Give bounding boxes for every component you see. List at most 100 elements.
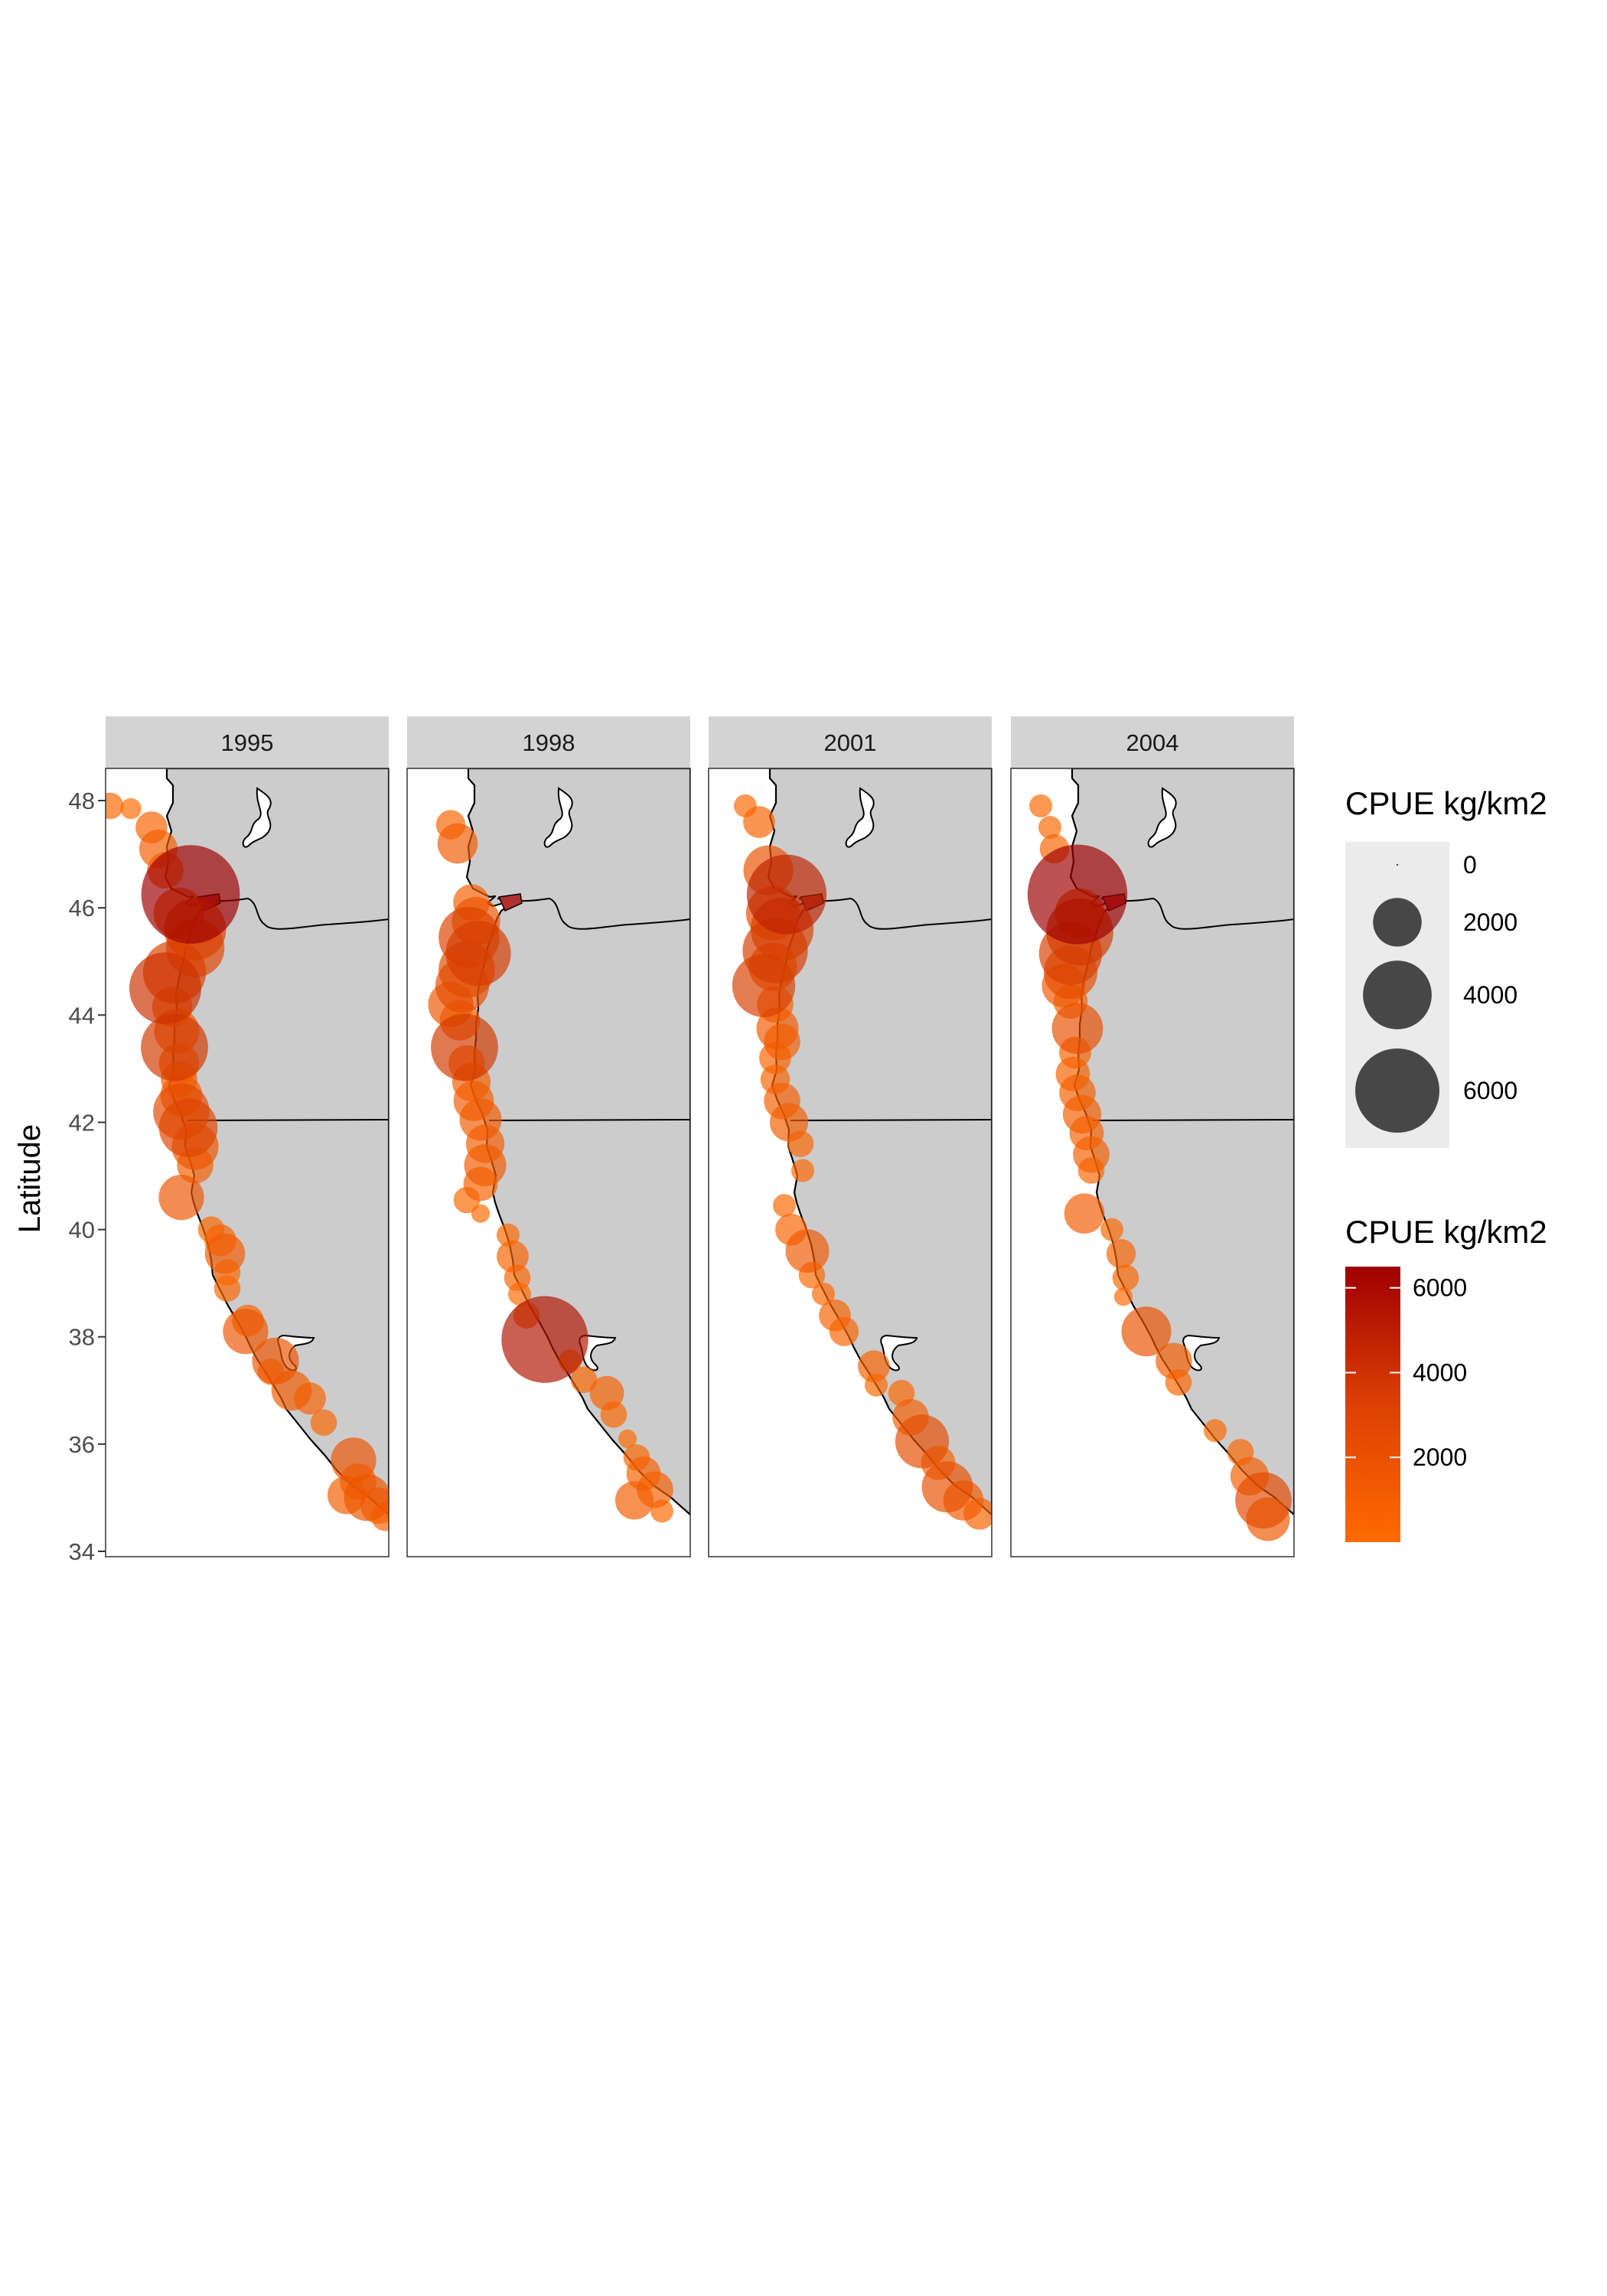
- cpue-bubble: [158, 1098, 218, 1157]
- y-tick-label: 36: [69, 1431, 95, 1458]
- facet-strip-label: 1995: [221, 729, 274, 756]
- cpue-bubble: [1029, 794, 1052, 817]
- cpue-bubble: [431, 1013, 498, 1081]
- map-panel-body: [1010, 768, 1295, 1557]
- facet-strip: [709, 716, 992, 768]
- cpue-bubble: [1038, 816, 1061, 840]
- panel-2004: 2004: [1010, 716, 1295, 1557]
- cpue-bubble: [1027, 844, 1128, 944]
- facet-strip-label: 2001: [824, 729, 877, 756]
- cpue-bubble: [464, 1144, 507, 1186]
- cpue-bubble: [895, 1414, 950, 1469]
- cpue-bubble: [204, 1233, 246, 1274]
- cpue-bubble: [819, 1299, 851, 1332]
- colorbar-label: 4000: [1413, 1358, 1467, 1386]
- map-panel-body: [105, 768, 390, 1557]
- color-legend-title: CPUE kg/km2: [1345, 1214, 1547, 1250]
- state-border-wa-or: [798, 897, 992, 930]
- cpue-bubble: [158, 1174, 204, 1221]
- panel-border: [406, 768, 691, 1557]
- cpue-bubble: [1235, 1472, 1292, 1529]
- cpue-bubble: [756, 1007, 799, 1050]
- cpue-bubble: [252, 1337, 299, 1384]
- size-legend-label: 4000: [1463, 981, 1517, 1009]
- y-tick-label: 40: [69, 1217, 95, 1244]
- y-axis-title: Latitude: [13, 1124, 47, 1233]
- puget-sound-water: [543, 787, 573, 848]
- cpue-bubble: [742, 918, 808, 983]
- panel-border: [708, 768, 993, 1557]
- cpue-bubble: [618, 1429, 637, 1448]
- cpue-bubble: [785, 1229, 830, 1274]
- y-axis: 48 46 44 42 40 38 36 34: [69, 788, 106, 1565]
- color-legend: CPUE kg/km2 6000 4000 2000: [1345, 1214, 1547, 1542]
- cpue-bubble: [497, 1240, 529, 1273]
- state-border-wa-or: [497, 897, 690, 930]
- panel-1998: 1998: [406, 716, 691, 1557]
- cpue-bubble: [1051, 1003, 1103, 1055]
- cpue-bubble: [214, 1275, 241, 1302]
- size-legend: CPUE kg/km2 0 2000 4000 6000: [1345, 785, 1547, 1148]
- state-border-wa-or: [1100, 897, 1294, 930]
- facet-strip-label: 2004: [1126, 729, 1179, 756]
- cpue-bubble: [1112, 1264, 1139, 1291]
- size-legend-key: [1396, 863, 1399, 866]
- y-tick-label: 46: [69, 895, 95, 921]
- puget-sound-water: [845, 787, 875, 848]
- cpue-bubble: [589, 1375, 624, 1411]
- cpue-bubble: [1062, 1094, 1102, 1133]
- facet-strip: [407, 716, 690, 768]
- cpue-bubble: [1204, 1419, 1227, 1443]
- colorbar-label: 6000: [1413, 1274, 1467, 1302]
- size-legend-key: [1373, 898, 1422, 947]
- columbia-river-mouth: [497, 893, 523, 912]
- cpue-bubble: [1100, 1218, 1123, 1241]
- cpue-bubble: [812, 1282, 835, 1306]
- colorbar-label: 2000: [1413, 1443, 1467, 1471]
- map-panel-body: [708, 768, 993, 1557]
- cpue-bubble: [773, 1194, 796, 1218]
- y-tick-label: 42: [69, 1109, 95, 1136]
- cpue-bubble: [344, 1474, 389, 1521]
- facet-strip-label: 1998: [523, 729, 575, 756]
- cpue-bubble: [769, 1103, 809, 1142]
- cpue-bubble: [791, 1159, 814, 1182]
- cpue-bubble: [310, 1409, 337, 1437]
- cpue-bubble: [1073, 1136, 1110, 1173]
- panel-border: [1010, 768, 1295, 1557]
- cpue-bubble: [1121, 1306, 1172, 1357]
- cpue-bubble: [459, 1098, 502, 1141]
- colorbar: [1345, 1267, 1400, 1542]
- cpue-bubble: [331, 1437, 376, 1483]
- cpue-bubble: [106, 792, 124, 820]
- cpue-bubble: [129, 952, 201, 1025]
- cpue-bubble: [1113, 1287, 1133, 1306]
- cpue-bubble: [445, 921, 511, 987]
- panel-1995: 1995: [105, 716, 390, 1557]
- y-tick-label: 34: [69, 1538, 95, 1565]
- y-tick-label: 48: [69, 788, 95, 814]
- cpue-bubble: [746, 854, 827, 934]
- map-panel-body: [406, 768, 691, 1557]
- cpue-bubble: [743, 806, 775, 838]
- cpue-bubble: [1064, 1193, 1105, 1234]
- size-legend-title: CPUE kg/km2: [1345, 785, 1547, 821]
- cpue-bubble: [614, 1481, 654, 1520]
- size-legend-label: 6000: [1463, 1077, 1517, 1104]
- san-francisco-bay-water: [1182, 1334, 1221, 1371]
- facet-strip: [106, 716, 389, 768]
- puget-sound-water: [1147, 787, 1177, 848]
- size-legend-label: 2000: [1463, 908, 1517, 936]
- cpue-bubble: [501, 1296, 588, 1383]
- cpue-bubble: [223, 1309, 269, 1355]
- san-francisco-bay-water: [880, 1334, 918, 1371]
- cpue-bubble: [437, 823, 478, 864]
- cpue-bubble: [570, 1366, 598, 1394]
- y-tick-label: 44: [69, 1002, 95, 1029]
- cpue-bubble: [921, 1461, 973, 1513]
- size-legend-key: [1363, 960, 1432, 1029]
- cpue-bubble: [120, 797, 142, 820]
- cpue-bubble: [141, 845, 240, 944]
- size-legend-key: [1355, 1049, 1439, 1133]
- cpue-bubble: [858, 1350, 890, 1383]
